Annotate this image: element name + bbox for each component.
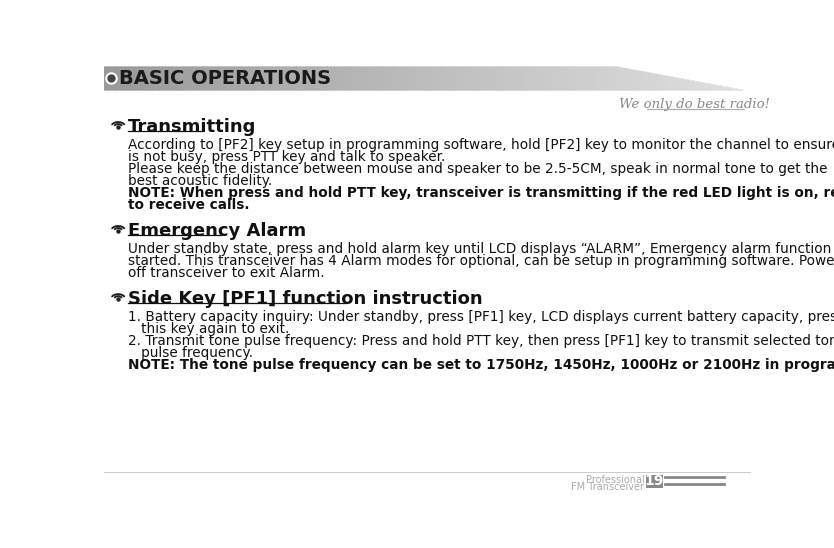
Text: pulse frequency.: pulse frequency. — [128, 346, 253, 360]
Text: best acoustic fidelity.: best acoustic fidelity. — [128, 174, 272, 188]
Text: We only do best radio!: We only do best radio! — [620, 98, 771, 111]
Text: Side Key [PF1] function instruction: Side Key [PF1] function instruction — [128, 290, 482, 307]
Polygon shape — [615, 66, 751, 90]
FancyBboxPatch shape — [646, 475, 663, 488]
Text: off transceiver to exit Alarm.: off transceiver to exit Alarm. — [128, 266, 324, 280]
Text: 1. Battery capacity inquiry: Under standby, press [PF1] key, LCD displays curren: 1. Battery capacity inquiry: Under stand… — [128, 310, 834, 324]
Text: is not busy, press PTT key and talk to speaker.: is not busy, press PTT key and talk to s… — [128, 150, 445, 164]
Text: FM Transceiver: FM Transceiver — [571, 482, 645, 492]
Text: NOTE: The tone pulse frequency can be set to 1750Hz, 1450Hz, 1000Hz or 2100Hz in: NOTE: The tone pulse frequency can be se… — [128, 358, 834, 372]
Text: Professional: Professional — [585, 476, 645, 486]
Text: Emergency Alarm: Emergency Alarm — [128, 221, 305, 239]
Text: 2. Transmit tone pulse frequency: Press and hold PTT key, then press [PF1] key t: 2. Transmit tone pulse frequency: Press … — [128, 334, 834, 348]
Text: According to [PF2] key setup in programming software, hold [PF2] key to monitor : According to [PF2] key setup in programm… — [128, 138, 834, 152]
Text: this key again to exit.: this key again to exit. — [128, 322, 289, 336]
Text: 19: 19 — [645, 474, 664, 488]
Text: BASIC OPERATIONS: BASIC OPERATIONS — [119, 68, 331, 88]
Text: Transmitting: Transmitting — [128, 118, 256, 135]
Text: Under standby state, press and hold alarm key until LCD displays “ALARM”, Emerge: Under standby state, press and hold alar… — [128, 242, 834, 256]
Text: Please keep the distance between mouse and speaker to be 2.5-5CM, speak in norma: Please keep the distance between mouse a… — [128, 162, 827, 176]
Text: to receive calls.: to receive calls. — [128, 198, 249, 212]
Text: NOTE: When press and hold PTT key, transceiver is transmitting if the red LED li: NOTE: When press and hold PTT key, trans… — [128, 186, 834, 200]
Text: started. This transceiver has 4 Alarm modes for optional, can be setup in progra: started. This transceiver has 4 Alarm mo… — [128, 254, 834, 268]
